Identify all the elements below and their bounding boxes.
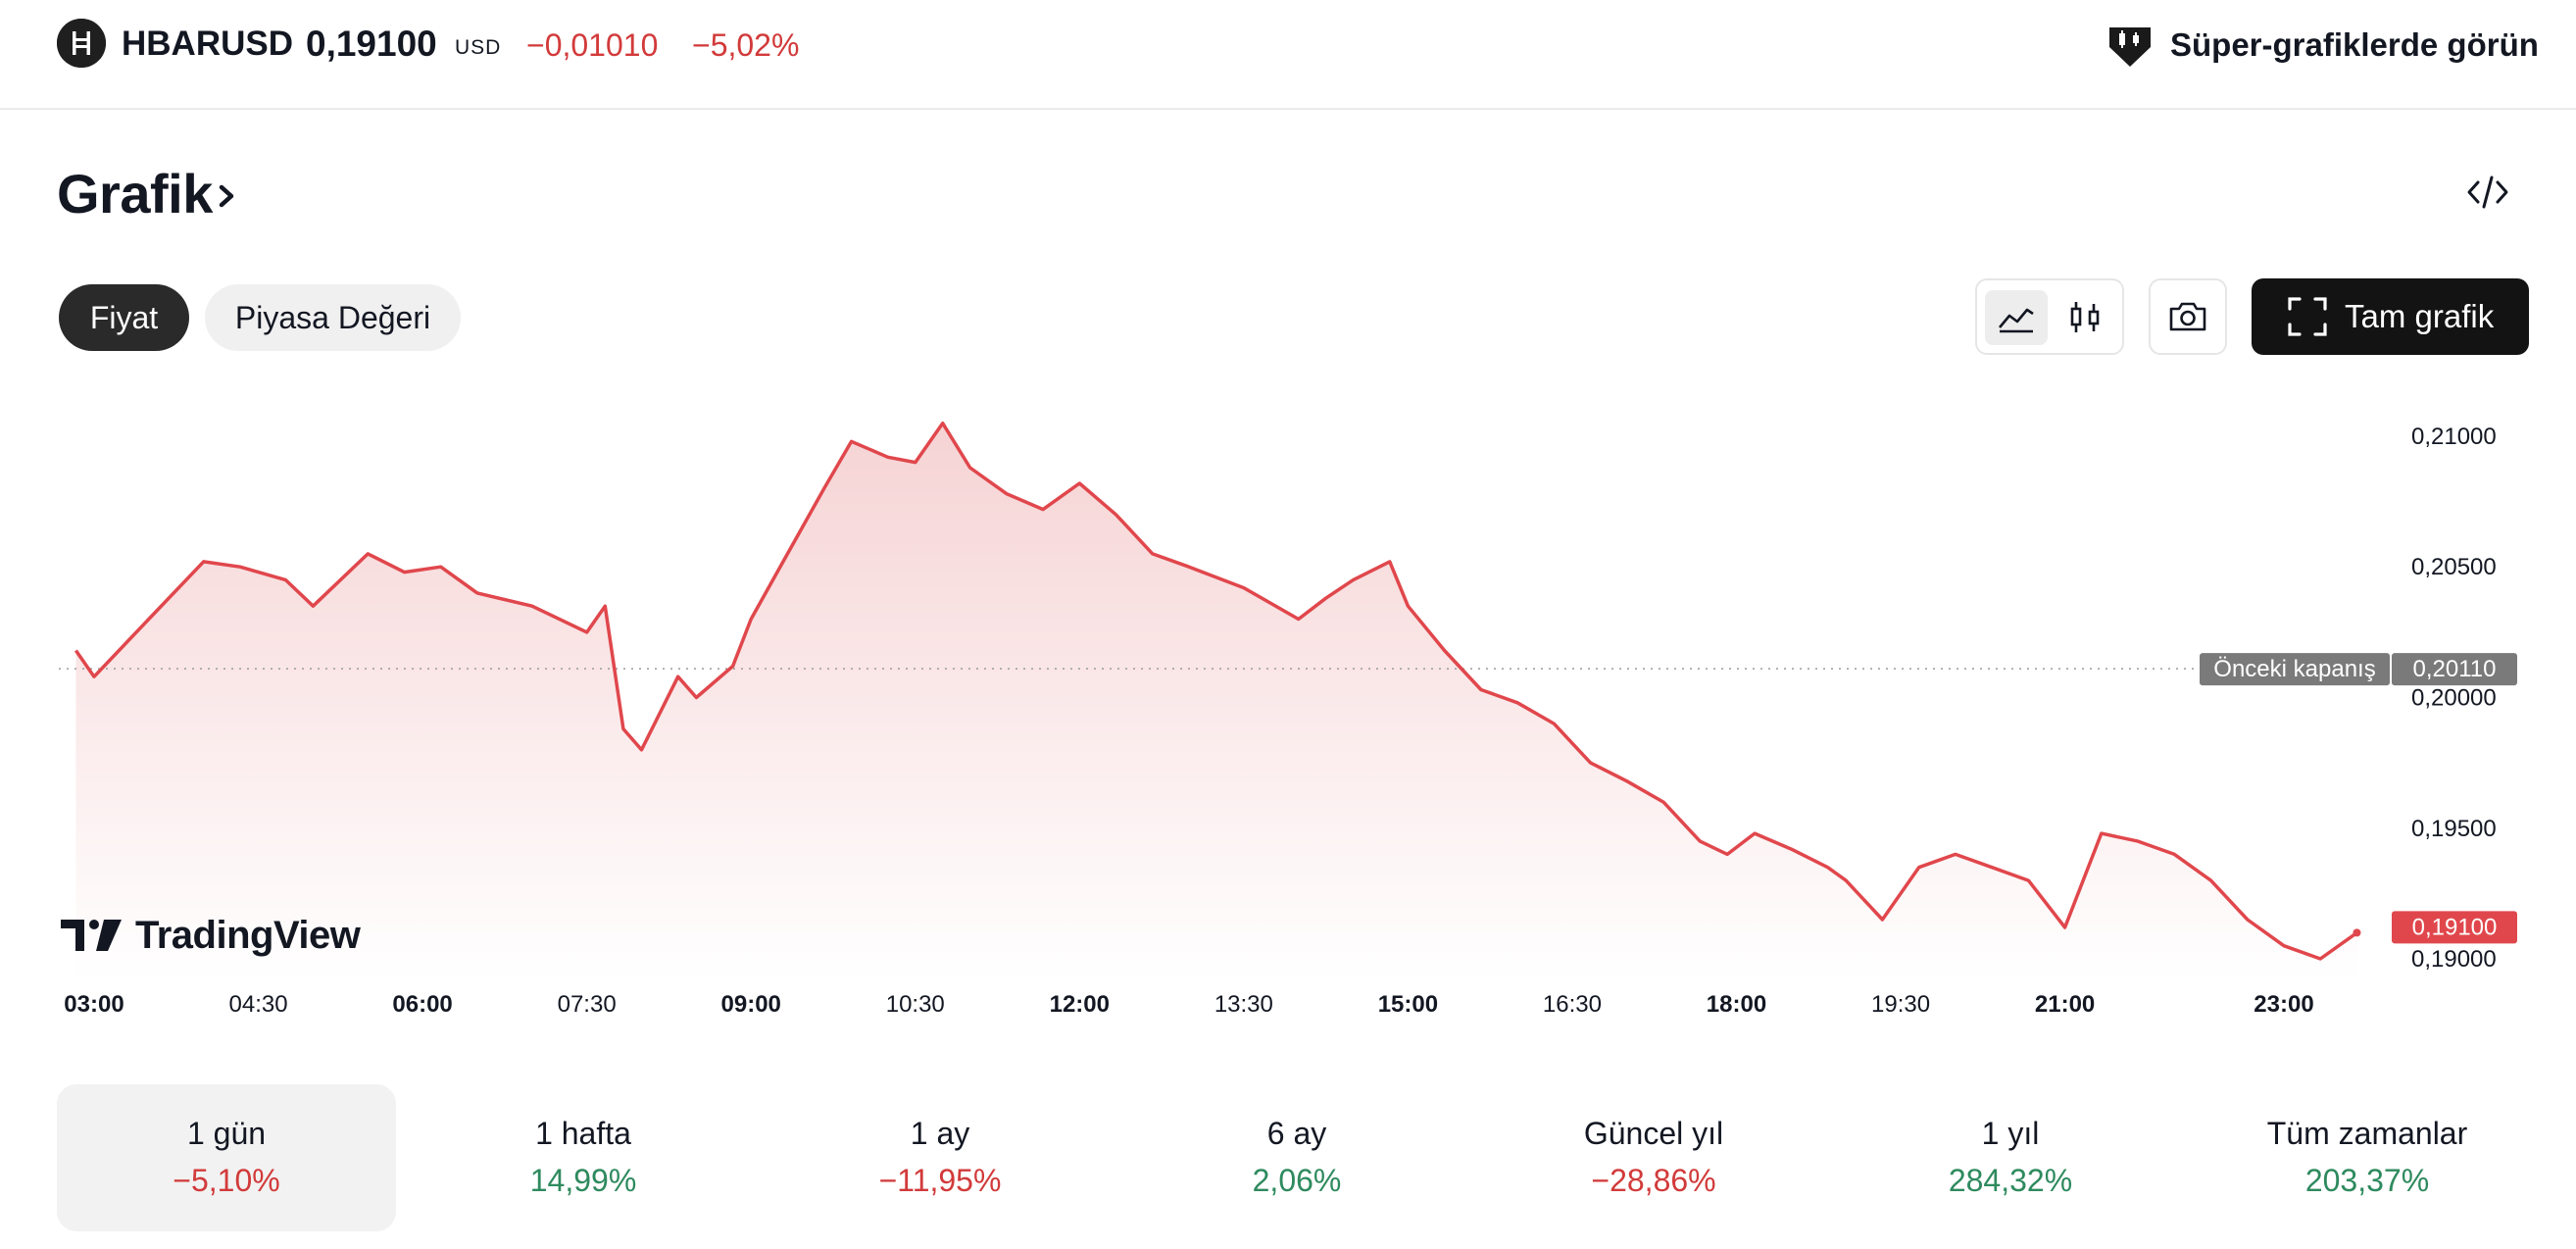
range-change-value: 2,06% [1252,1163,1342,1198]
embed-code-icon[interactable] [2464,169,2511,216]
time-axis-tick: 18:00 [1707,991,1766,1018]
price-axis-tick: 0,19500 [2411,816,2497,842]
last-price-badge: 0,19100 [2412,914,2498,940]
snapshot-button[interactable] [2149,278,2227,355]
time-axis-tick: 19:30 [1871,991,1930,1018]
price-axis-tick: 0,20000 [2411,684,2497,711]
time-axis-tick: 09:00 [721,991,781,1018]
price-change-percent: −5,02% [692,27,800,63]
candlestick-button[interactable] [2054,290,2116,345]
time-axis-tick: 23:00 [2254,991,2313,1018]
full-chart-button[interactable]: Tam grafik [2252,278,2529,355]
range-label: Güncel yıl [1583,1116,1724,1151]
range-tab[interactable]: Tüm zamanlar 203,37% [2198,1084,2537,1231]
symbol-name: HBARUSD [122,25,293,63]
time-axis-tick: 21:00 [2035,991,2095,1018]
tab-price[interactable]: Fiyat [59,284,189,351]
range-change-value: −5,10% [173,1163,280,1198]
fullscreen-icon [2288,297,2327,336]
last-price-badge-bg [2392,911,2517,944]
candlestick-icon [2070,302,2100,332]
time-axis-tick: 10:30 [886,991,945,1018]
current-price: 0,19100 [306,24,437,64]
range-tab[interactable]: Güncel yıl −28,86% [1484,1084,1823,1231]
range-label: Tüm zamanlar [2266,1116,2468,1151]
previous-close-label: Önceki kapanış [2213,656,2375,682]
tradingview-logo-icon [61,920,122,951]
range-tab[interactable]: 6 ay 2,06% [1127,1084,1466,1231]
price-axis-tick: 0,20500 [2411,554,2497,580]
price-chart[interactable]: 0,21000 0,20500 0,20000 0,19500 0,19000 Öncek… [0,387,2576,1024]
range-tab[interactable]: 1 gün −5,10% [57,1084,396,1231]
range-label: 1 hafta [535,1116,631,1151]
previous-close-label-bg [2200,653,2390,686]
line-chart-button[interactable] [1985,290,2048,345]
time-axis-tick: 13:30 [1214,991,1273,1018]
time-axis-tick: 04:30 [229,991,288,1018]
tradingview-label: TradingView [135,914,361,957]
range-label: 1 ay [910,1116,970,1151]
range-tab[interactable]: 1 hafta 14,99% [414,1084,753,1231]
range-label: 1 yıl [1981,1116,2040,1151]
price-currency: USD [455,36,502,59]
range-label: 6 ay [1266,1116,1327,1151]
chevron-right-icon [219,184,234,208]
super-charts-label: Süper-grafiklerde görün [2170,26,2539,63]
time-axis-tick: 06:00 [392,991,452,1018]
range-change-value: −11,95% [878,1163,1002,1198]
previous-close-value: 0,20110 [2413,656,2497,682]
range-tabs: 1 gün −5,10% 1 hafta 14,99% 1 ay −11,95% 6 ay 2… [57,1084,2537,1231]
hbar-logo-icon [57,19,106,68]
price-change-absolute: −0,01010 [526,27,659,63]
tab-market-cap[interactable]: Piyasa Değeri [205,284,461,351]
range-change-value: 284,32% [1948,1163,2073,1198]
full-chart-label: Tam grafik [2345,298,2495,334]
price-chart-canvas[interactable]: 0,21000 0,20500 0,20000 0,19500 0,19000 Öncek… [0,387,2576,1024]
time-axis-tick: 16:30 [1543,991,1602,1018]
price-axis-tick: 0,21000 [2411,424,2497,450]
line-chart-icon [1999,308,2034,333]
range-change-value: 203,37% [2304,1163,2430,1198]
range-change-value: 14,99% [529,1163,637,1198]
range-tab[interactable]: 1 yıl 284,32% [1841,1084,2180,1231]
chart-type-selector [1975,278,2124,355]
previous-close-value-bg [2392,653,2517,686]
section-title: Grafik [57,163,213,225]
time-axis-tick: 12:00 [1050,991,1110,1018]
super-charts-icon [2109,27,2151,67]
symbol-header: HBARUSD 0,19100 USD −0,01010 −5,02% Süpe… [0,0,2576,110]
price-line [74,421,2358,961]
range-label: 1 gün [186,1116,267,1151]
camera-icon [2169,302,2206,331]
price-axis-tick: 0,19000 [2411,946,2497,973]
range-tab[interactable]: 1 ay −11,95% [770,1084,1110,1231]
price-area-fill [75,423,2357,980]
range-change-value: −28,86% [1591,1163,1716,1198]
last-price-point [2353,928,2361,937]
time-axis-tick: 15:00 [1378,991,1438,1018]
time-axis-tick: 07:30 [558,991,617,1018]
time-axis-tick: 03:00 [64,991,124,1018]
